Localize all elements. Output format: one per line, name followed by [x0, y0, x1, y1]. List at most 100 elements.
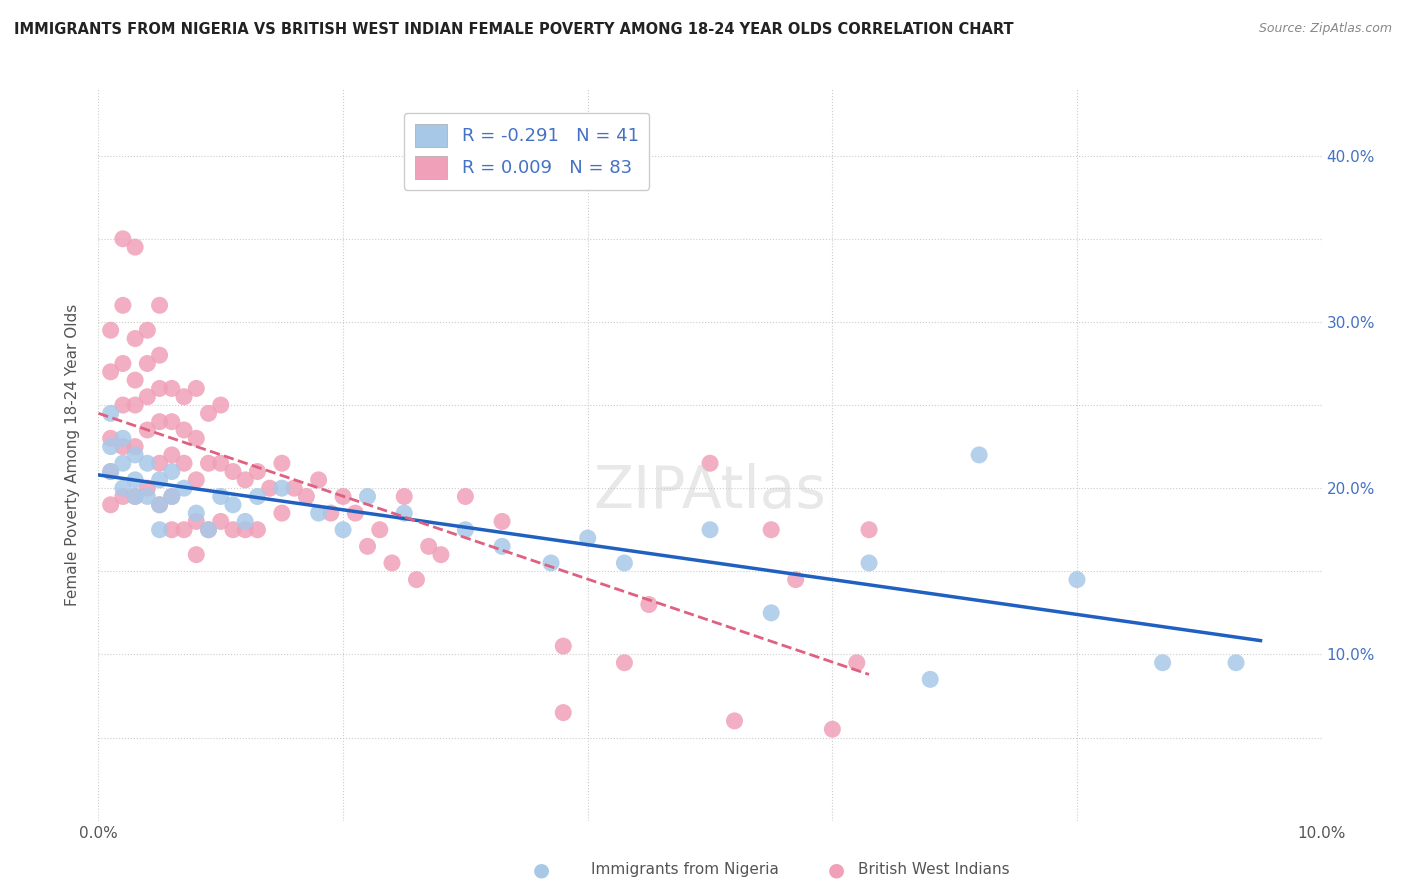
Point	[356, 490, 378, 504]
Point	[967, 448, 990, 462]
Point	[454, 490, 477, 504]
Point	[100, 365, 122, 379]
Point	[209, 456, 232, 470]
Point	[308, 473, 330, 487]
Point	[100, 323, 122, 337]
Point	[613, 556, 636, 570]
Point	[160, 490, 183, 504]
Point	[160, 490, 183, 504]
Point	[149, 473, 172, 487]
Point	[136, 390, 159, 404]
Point	[576, 531, 599, 545]
Point	[332, 523, 354, 537]
Point	[160, 465, 183, 479]
Point	[197, 406, 219, 420]
Point	[858, 556, 880, 570]
Point	[368, 523, 391, 537]
Point	[111, 440, 134, 454]
Point	[124, 440, 146, 454]
Point	[124, 332, 146, 346]
Point	[100, 465, 122, 479]
Point	[149, 381, 172, 395]
Point	[100, 440, 122, 454]
Text: ●: ●	[828, 860, 845, 880]
Legend: R = -0.291   N = 41, R = 0.009   N = 83: R = -0.291 N = 41, R = 0.009 N = 83	[404, 113, 650, 190]
Point	[637, 598, 661, 612]
Text: ●: ●	[533, 860, 550, 880]
Point	[759, 523, 782, 537]
Point	[111, 490, 134, 504]
Point	[124, 490, 146, 504]
Point	[160, 381, 183, 395]
Point	[111, 298, 134, 312]
Point	[136, 490, 159, 504]
Point	[111, 398, 134, 412]
Point	[1152, 656, 1174, 670]
Point	[209, 490, 232, 504]
Point	[100, 431, 122, 445]
Point	[491, 515, 513, 529]
Point	[332, 490, 354, 504]
Point	[111, 431, 134, 445]
Point	[283, 481, 305, 495]
Point	[160, 523, 183, 537]
Point	[149, 498, 172, 512]
Y-axis label: Female Poverty Among 18-24 Year Olds: Female Poverty Among 18-24 Year Olds	[65, 304, 80, 606]
Point	[858, 523, 880, 537]
Point	[124, 240, 146, 254]
Point	[821, 723, 844, 737]
Point	[1225, 656, 1247, 670]
Point	[149, 298, 172, 312]
Point	[233, 473, 256, 487]
Point	[454, 523, 477, 537]
Text: IMMIGRANTS FROM NIGERIA VS BRITISH WEST INDIAN FEMALE POVERTY AMONG 18-24 YEAR O: IMMIGRANTS FROM NIGERIA VS BRITISH WEST …	[14, 22, 1014, 37]
Point	[356, 539, 378, 553]
Point	[233, 515, 256, 529]
Text: Source: ZipAtlas.com: Source: ZipAtlas.com	[1258, 22, 1392, 36]
Point	[111, 456, 134, 470]
Point	[197, 523, 219, 537]
Point	[186, 548, 208, 562]
Point	[186, 381, 208, 395]
Point	[124, 398, 146, 412]
Point	[319, 506, 342, 520]
Text: Immigrants from Nigeria: Immigrants from Nigeria	[591, 863, 779, 877]
Point	[111, 356, 134, 370]
Point	[1066, 573, 1088, 587]
Point	[920, 673, 942, 687]
Point	[270, 481, 292, 495]
Point	[100, 465, 122, 479]
Point	[173, 523, 195, 537]
Point	[540, 556, 562, 570]
Point	[124, 490, 146, 504]
Point	[233, 523, 256, 537]
Point	[124, 373, 146, 387]
Point	[173, 390, 195, 404]
Point	[785, 573, 807, 587]
Point	[295, 490, 318, 504]
Point	[222, 523, 245, 537]
Point	[173, 423, 195, 437]
Point	[149, 348, 172, 362]
Point	[405, 573, 427, 587]
Point	[845, 656, 868, 670]
Point	[209, 398, 232, 412]
Point	[124, 448, 146, 462]
Point	[186, 431, 208, 445]
Point	[160, 448, 183, 462]
Point	[491, 539, 513, 553]
Point	[418, 539, 440, 553]
Point	[613, 656, 636, 670]
Point	[186, 506, 208, 520]
Text: ZIPAtlas: ZIPAtlas	[593, 463, 827, 520]
Point	[160, 415, 183, 429]
Point	[344, 506, 367, 520]
Point	[553, 639, 575, 653]
Point	[186, 515, 208, 529]
Point	[222, 498, 245, 512]
Point	[136, 456, 159, 470]
Point	[270, 506, 292, 520]
Point	[392, 490, 416, 504]
Point	[259, 481, 281, 495]
Point	[699, 523, 721, 537]
